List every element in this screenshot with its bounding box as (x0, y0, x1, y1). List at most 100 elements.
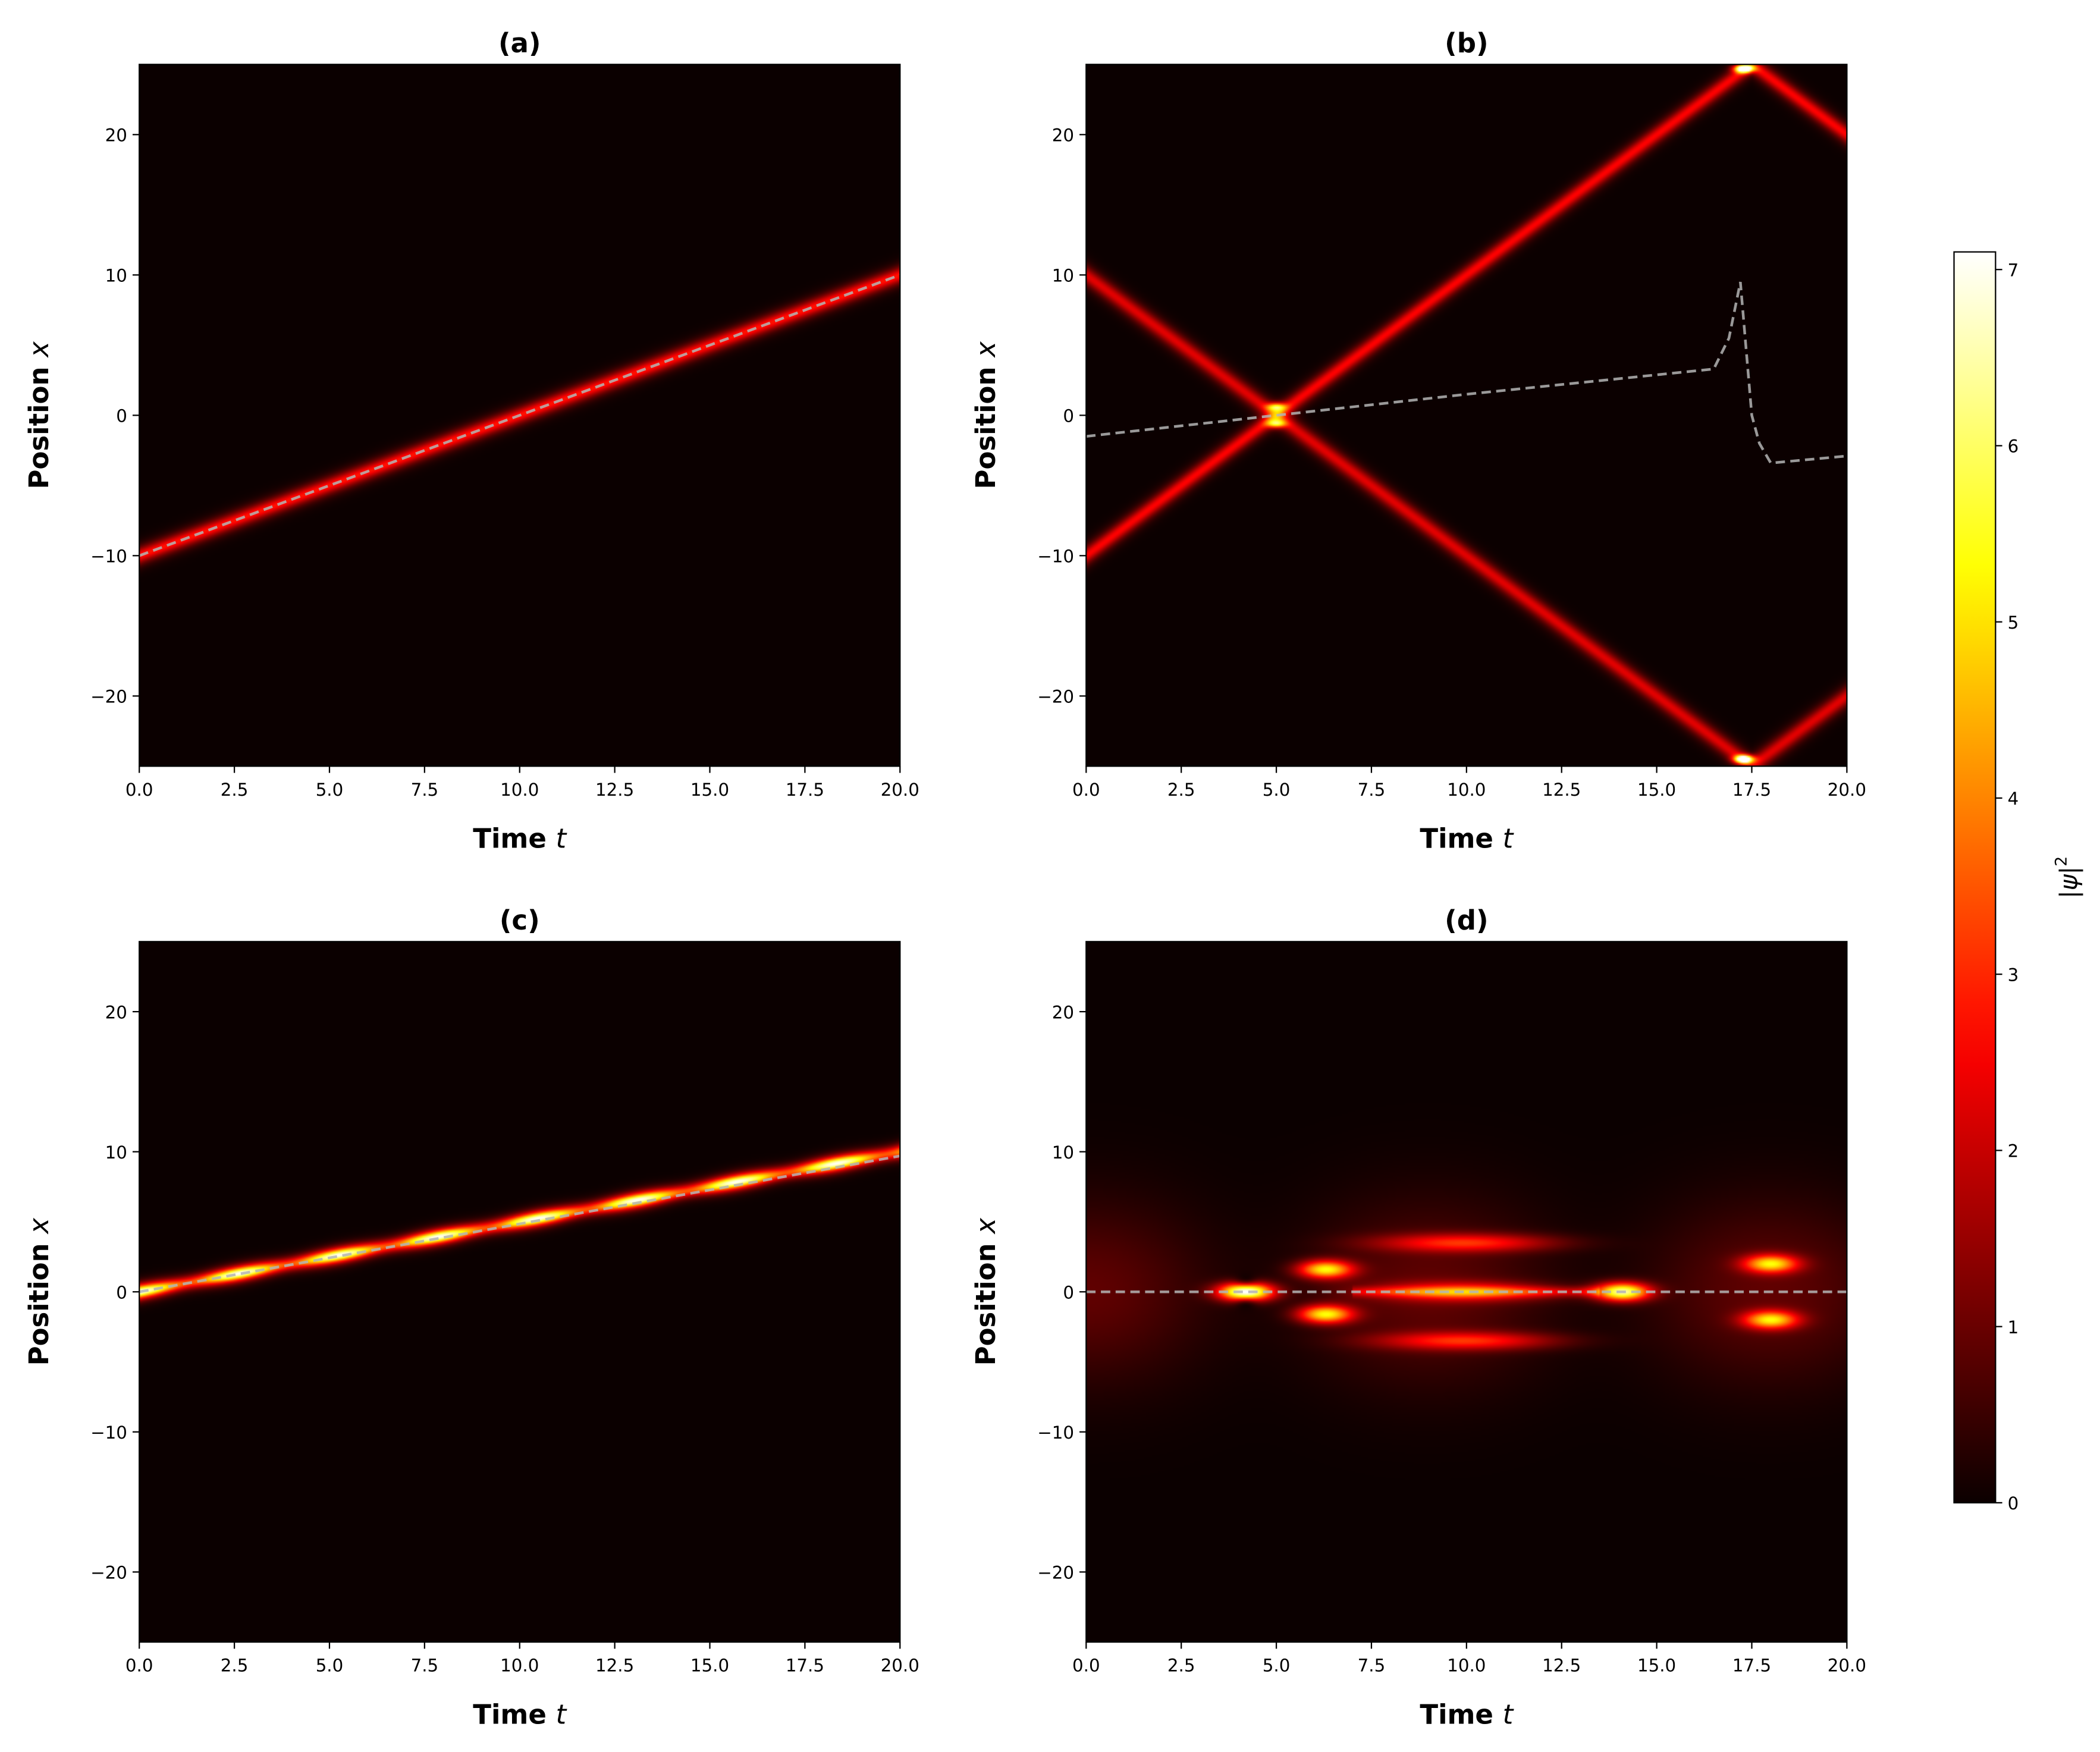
x-axis-label: Time t (1420, 1698, 1514, 1730)
y-tick-label: −20 (90, 1563, 127, 1583)
y-tick-label: 20 (105, 125, 127, 146)
subplot-title: (c) (500, 905, 540, 936)
colorbar-tick-label: 2 (2008, 1141, 2019, 1161)
center-of-mass-dashed-line (139, 1154, 900, 1293)
x-tick-label: 0.0 (125, 1656, 153, 1676)
x-tick-label: 2.5 (221, 1656, 249, 1676)
subplot-a: 0.0 2.5 5.0 7.5 10.0 12.5 15.0 17.5 20.0 −20 −10 0 1… (23, 27, 919, 855)
x-tick-label: 7.5 (1358, 780, 1386, 800)
x-tick-label: 12.5 (1542, 1656, 1581, 1676)
x-tick-label: 20.0 (1828, 1656, 1866, 1676)
subplot-title: (b) (1445, 27, 1488, 59)
subplot-title: (a) (498, 27, 541, 59)
y-tick-label: −10 (90, 1423, 127, 1443)
x-tick-label: 15.0 (1637, 780, 1676, 800)
colorbar-label-text: |ψ| (2055, 866, 2083, 899)
x-axis-label-text: Time (473, 823, 555, 855)
x-tick-label: 17.5 (786, 1656, 824, 1676)
x-tick-label: 5.0 (316, 780, 344, 800)
y-tick-label: −10 (90, 547, 127, 567)
y-axis-label-variable: x (970, 1217, 1002, 1235)
x-tick-label: 0.0 (1072, 1656, 1100, 1676)
x-axis-label: Time t (473, 823, 567, 855)
y-tick-label: 10 (105, 1142, 127, 1163)
x-axis-label-variable: t (556, 1698, 568, 1730)
x-tick-label: 10.0 (500, 1656, 539, 1676)
x-tick-label: 15.0 (690, 780, 729, 800)
x-axis-label-variable: t (1503, 823, 1515, 855)
y-tick-label: 0 (116, 406, 127, 426)
subplot-d: 0.0 2.5 5.0 7.5 10.0 12.5 15.0 17.5 20.0 −20 −10 0 1… (970, 905, 1866, 1730)
x-tick-label: 2.5 (221, 780, 249, 800)
y-tick-label: 0 (116, 1282, 127, 1302)
x-tick-label: 20.0 (1828, 780, 1866, 800)
subplot-b: 0.0 2.5 5.0 7.5 10.0 12.5 15.0 17.5 20.0 −20 −10 0 1… (970, 27, 1866, 855)
density-heatmap (1086, 64, 1847, 767)
y-axis-label: Position x (970, 1217, 1002, 1366)
x-tick-label: 17.5 (1732, 1656, 1771, 1676)
density-heatmap (1086, 941, 1847, 1643)
x-tick-label: 15.0 (690, 1656, 729, 1676)
x-tick-label: 12.5 (1542, 780, 1581, 800)
y-axis-label: Position x (23, 341, 55, 489)
x-axis-label-variable: t (1503, 1698, 1515, 1730)
x-tick-label: 5.0 (316, 1656, 344, 1676)
x-tick-label: 20.0 (881, 1656, 919, 1676)
colorbar-tick-label: 5 (2008, 613, 2019, 633)
x-axis-label: Time t (473, 1698, 567, 1730)
x-tick-label: 7.5 (1358, 1656, 1386, 1676)
y-tick-label: −20 (1037, 687, 1074, 707)
colorbar-label-superscript: 2 (2052, 856, 2071, 866)
x-tick-label: 0.0 (125, 780, 153, 800)
center-of-mass-dashed-line (139, 274, 901, 557)
center-of-mass-dashed-line (1086, 281, 1847, 464)
y-tick-label: −10 (1037, 547, 1074, 567)
x-tick-label: 2.5 (1167, 780, 1195, 800)
y-axis-label-variable: x (23, 341, 55, 359)
x-tick-label: 15.0 (1637, 1656, 1676, 1676)
y-axis-label-text: Position (23, 357, 55, 489)
x-tick-label: 17.5 (786, 780, 824, 800)
y-axis-label-text: Position (970, 1234, 1002, 1366)
colorbar-tick-label: 0 (2008, 1493, 2019, 1514)
x-tick-label: 10.0 (1447, 1656, 1486, 1676)
y-axis-label-text: Position (970, 357, 1002, 489)
x-tick-label: 10.0 (500, 780, 539, 800)
subplot-title: (d) (1445, 905, 1488, 936)
x-tick-label: 12.5 (595, 780, 634, 800)
x-tick-label: 7.5 (411, 780, 439, 800)
colorbar-tick-label: 6 (2008, 437, 2019, 457)
y-axis-label-text: Position (23, 1234, 55, 1366)
y-axis-label: Position x (970, 341, 1002, 489)
colorbar-label: |ψ|2 (2052, 856, 2083, 899)
x-tick-label: 20.0 (881, 780, 919, 800)
x-axis-label: Time t (1420, 823, 1514, 855)
y-tick-label: 10 (1052, 266, 1074, 286)
y-tick-label: −20 (90, 687, 127, 707)
y-tick-label: 10 (105, 266, 127, 286)
colorbar-scale (1953, 251, 1997, 1504)
y-tick-label: 10 (1052, 1142, 1074, 1163)
x-axis-label-text: Time (1420, 823, 1502, 855)
colorbar-tick-label: 1 (2008, 1317, 2019, 1337)
x-axis-label-text: Time (1420, 1698, 1502, 1730)
subplot-c: 0.0 2.5 5.0 7.5 10.0 12.5 15.0 17.5 20.0 −20 −10 0 1… (23, 905, 919, 1730)
x-axis-label-variable: t (556, 823, 568, 855)
density-heatmap (139, 941, 900, 1643)
y-tick-label: 0 (1063, 406, 1074, 426)
y-axis-label: Position x (23, 1217, 55, 1366)
x-tick-label: 2.5 (1167, 1656, 1195, 1676)
y-tick-label: 20 (1052, 1002, 1074, 1022)
x-tick-label: 7.5 (411, 1656, 439, 1676)
colorbar-tick-label: 3 (2008, 965, 2019, 985)
x-tick-label: 5.0 (1263, 1656, 1291, 1676)
x-tick-label: 12.5 (595, 1656, 634, 1676)
y-tick-label: −10 (1037, 1423, 1074, 1443)
y-axis-label-variable: x (970, 341, 1002, 359)
colorbar-tick-label: 4 (2008, 789, 2019, 809)
x-tick-label: 5.0 (1263, 780, 1291, 800)
y-tick-label: 20 (1052, 125, 1074, 146)
